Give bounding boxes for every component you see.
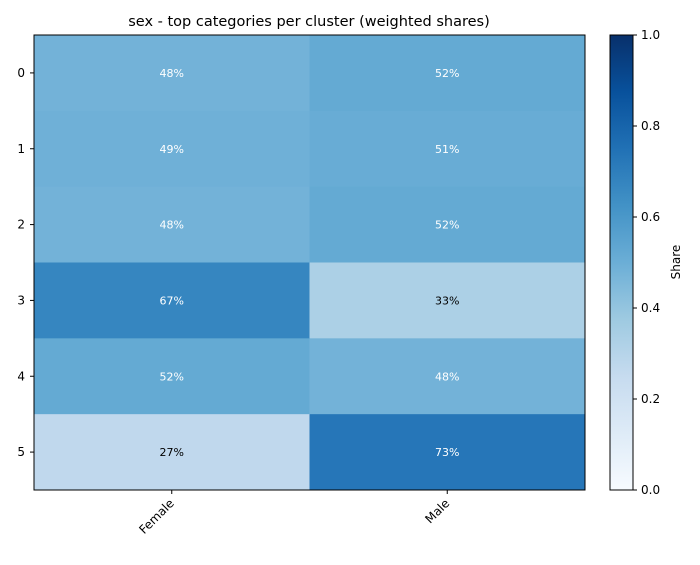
cell-value-label: 48% xyxy=(160,67,184,80)
heatmap-cell xyxy=(34,35,310,112)
cell-value-label: 27% xyxy=(160,446,184,459)
cell-value-label: 48% xyxy=(160,219,184,232)
y-tick-label: 3 xyxy=(17,293,25,307)
cell-value-label: 67% xyxy=(160,294,184,307)
y-tick-label: 2 xyxy=(17,218,25,232)
colorbar-tick-label: 1.0 xyxy=(641,28,660,42)
y-tick-label: 0 xyxy=(17,66,25,80)
heatmap-cell xyxy=(34,262,310,339)
cell-value-label: 33% xyxy=(435,294,459,307)
cell-value-label: 51% xyxy=(435,143,459,156)
x-tick-label: Male xyxy=(422,496,452,526)
colorbar-frame xyxy=(609,34,634,491)
heatmap-cell xyxy=(309,186,586,263)
colorbar-tick-label: 0.4 xyxy=(641,301,660,315)
y-tick-label: 1 xyxy=(17,142,25,156)
heatmap-cell xyxy=(34,186,310,263)
x-tick-label: Female xyxy=(136,496,177,537)
cell-value-label: 48% xyxy=(435,370,459,383)
cell-value-label: 52% xyxy=(435,219,459,232)
heatmap-cell xyxy=(309,338,586,415)
chart-title: sex - top categories per cluster (weight… xyxy=(128,14,490,30)
heatmap-cell xyxy=(309,110,586,188)
heatmap-cell-labels: 48% 52% 49% 51% 48% 52% 67% 33% 52% 48% 27% 73% xyxy=(160,67,460,459)
heatmap-cell xyxy=(34,414,310,491)
cell-value-label: 52% xyxy=(435,67,459,80)
heatmap-cell xyxy=(34,338,310,415)
cell-value-label: 52% xyxy=(160,370,184,383)
x-axis: Female Male xyxy=(136,490,452,537)
cell-value-label: 49% xyxy=(160,143,184,156)
heatmap-cell xyxy=(309,35,586,112)
heatmap-cell xyxy=(309,262,586,339)
colorbar-ticks: 0.0 0.2 0.4 0.6 0.8 1.0 xyxy=(633,28,660,497)
cell-value-label: 73% xyxy=(435,446,459,459)
colorbar: 0.0 0.2 0.4 0.6 0.8 1.0 Share xyxy=(609,28,683,497)
colorbar-label: Share xyxy=(669,245,683,280)
y-axis: 0 1 2 3 4 5 xyxy=(17,66,34,459)
plot-frame xyxy=(33,34,586,491)
colorbar-tick-label: 0.0 xyxy=(641,483,660,497)
heatmap-cell xyxy=(309,414,586,491)
heatmap-cell xyxy=(34,110,310,188)
heatmap-cells xyxy=(34,35,586,491)
colorbar-tick-label: 0.2 xyxy=(641,392,660,406)
colorbar-tick-label: 0.6 xyxy=(641,210,660,224)
colorbar-tick-label: 0.8 xyxy=(641,119,660,133)
y-tick-label: 5 xyxy=(17,445,25,459)
colorbar-gradient xyxy=(610,35,633,490)
y-tick-label: 4 xyxy=(17,369,25,383)
